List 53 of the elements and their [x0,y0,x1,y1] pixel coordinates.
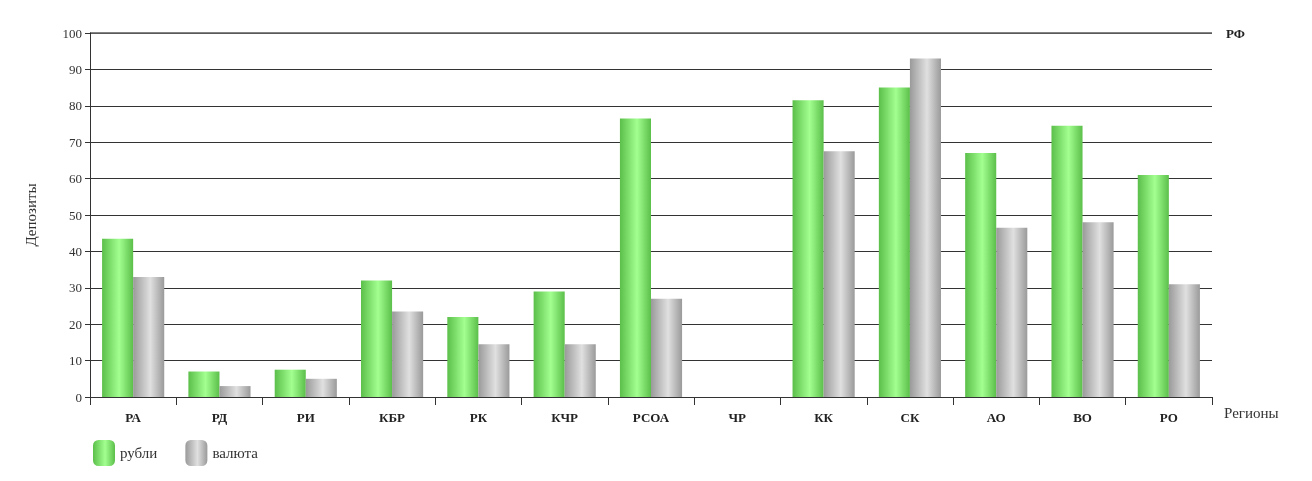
x-tick-label: РД [211,410,228,425]
y-tick-label: 100 [62,25,82,41]
x-axis-title: Регионы [1224,404,1279,421]
y-tick-label: 40 [69,243,82,259]
bar [361,280,393,397]
y-axis-title: Депозиты [22,183,39,247]
x-tick-label: РО [1159,410,1178,425]
bar [478,344,510,397]
bar [1168,284,1200,397]
bar [305,378,337,397]
bar [878,87,910,397]
bar [392,311,424,397]
y-tick-label: 0 [75,389,82,405]
y-tick-label: 30 [69,280,82,296]
y-tick-label: 90 [69,61,82,77]
bar [133,276,165,397]
bar [792,100,824,397]
x-tick-label: ВО [1073,410,1092,425]
x-tick-label: РИ [296,410,315,425]
bar [651,298,683,397]
bar [219,386,251,397]
x-tick-label: АО [986,410,1006,425]
x-tick-label: РК [469,410,488,425]
bar [619,118,651,397]
legend-label: рубли [120,445,158,461]
y-tick-label: 50 [69,207,82,223]
x-tick-label: ЧР [728,410,747,425]
y-tick-label: 10 [69,353,82,369]
legend-label: валюта [212,445,259,461]
x-tick-label: КБР [379,410,406,425]
bar [823,151,855,397]
x-tick-label: КК [814,410,834,425]
bar [996,227,1028,397]
bar [1082,222,1114,397]
bar [1137,174,1169,397]
ref-line-label: РФ [1226,25,1245,41]
x-tick-label: СК [900,410,920,425]
y-tick-label: 20 [69,316,82,332]
bar [1051,125,1083,397]
bar [965,153,997,397]
bar [447,316,479,397]
bar [102,238,134,397]
bar [274,369,306,397]
y-tick-label: 60 [69,171,82,187]
bar [564,344,596,397]
x-tick-label: РСОА [632,410,670,425]
x-tick-label: КЧР [551,410,579,425]
y-tick-label: 80 [69,98,82,114]
bar [909,58,941,397]
x-tick-label: РА [125,410,142,425]
y-tick-label: 70 [69,134,82,150]
bar [533,291,565,397]
bar [188,371,220,397]
